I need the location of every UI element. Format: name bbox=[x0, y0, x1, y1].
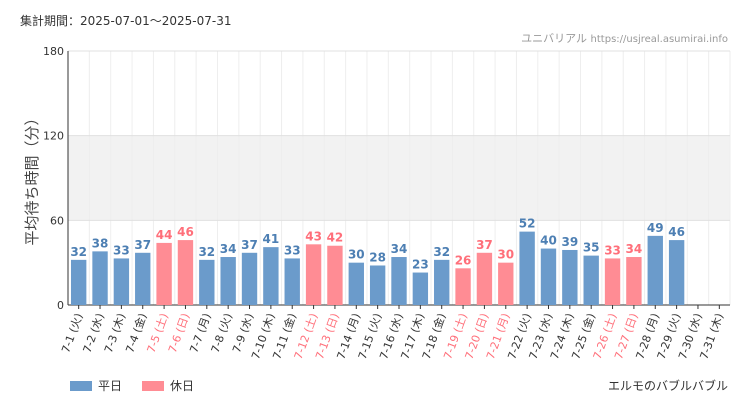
bar-value-label: 35 bbox=[583, 241, 600, 255]
bar-7-17 bbox=[412, 272, 429, 305]
bar-7-7 bbox=[199, 259, 215, 305]
bar-value-label: 37 bbox=[476, 238, 493, 252]
bar-value-label: 33 bbox=[284, 243, 301, 257]
bar-value-label: 32 bbox=[433, 245, 450, 259]
bar-value-label: 39 bbox=[561, 235, 578, 249]
bar-7-18 bbox=[434, 259, 450, 305]
highlight-band bbox=[68, 135, 730, 221]
bar-value-label: 26 bbox=[455, 253, 472, 267]
bar-value-label: 34 bbox=[626, 242, 643, 256]
legend-label-holiday: 休日 bbox=[170, 379, 195, 393]
bar-value-label: 32 bbox=[70, 245, 87, 259]
bar-value-label: 30 bbox=[348, 248, 365, 262]
legend-label-weekday: 平日 bbox=[98, 379, 123, 393]
bar-7-28 bbox=[647, 235, 663, 305]
bar-7-19 bbox=[455, 268, 471, 305]
legend-item-weekday: 平日 bbox=[70, 377, 122, 394]
bar-7-25 bbox=[583, 255, 599, 305]
legend: 平日 休日 bbox=[70, 377, 208, 394]
bar-7-8 bbox=[220, 257, 236, 305]
bar-7-9 bbox=[241, 252, 258, 305]
bar-7-11 bbox=[284, 258, 300, 305]
bar-value-label: 32 bbox=[198, 245, 215, 259]
bar-7-2 bbox=[92, 251, 108, 305]
legend-item-holiday: 休日 bbox=[142, 377, 194, 394]
bar-value-label: 34 bbox=[220, 242, 237, 256]
bar-7-27 bbox=[626, 257, 642, 305]
y-tick-label: 120 bbox=[43, 130, 64, 143]
bar-value-label: 23 bbox=[412, 258, 429, 272]
site-credit[interactable]: ユニバリアル https://usjreal.asumirai.info bbox=[521, 30, 728, 46]
bar-7-20 bbox=[476, 252, 493, 305]
bar-value-label: 30 bbox=[497, 248, 514, 262]
bar-7-15 bbox=[369, 265, 386, 305]
legend-swatch-holiday bbox=[142, 380, 165, 391]
bar-7-21 bbox=[498, 262, 514, 305]
bar-7-26 bbox=[604, 258, 621, 305]
bar-7-22 bbox=[519, 231, 535, 305]
bar-7-3 bbox=[113, 258, 130, 305]
bar-7-12 bbox=[305, 244, 322, 305]
bar-value-label: 28 bbox=[369, 250, 386, 264]
bar-7-10 bbox=[263, 247, 279, 305]
bar-value-label: 43 bbox=[305, 229, 322, 243]
credit-url[interactable]: https://usjreal.asumirai.info bbox=[590, 34, 728, 45]
bar-7-6 bbox=[177, 240, 194, 305]
attraction-name: エルモのバブルバブル bbox=[607, 379, 728, 393]
bar-value-label: 37 bbox=[241, 238, 258, 252]
bar-7-24 bbox=[562, 249, 578, 305]
bar-value-label: 41 bbox=[263, 232, 280, 246]
bar-value-label: 49 bbox=[647, 221, 664, 235]
bar-7-4 bbox=[135, 252, 151, 305]
bar-value-label: 33 bbox=[604, 243, 621, 257]
bar-value-label: 33 bbox=[113, 243, 130, 257]
bar-value-label: 38 bbox=[92, 236, 109, 250]
y-axis-label: 平均待ち時間（分） bbox=[23, 110, 41, 245]
bar-value-label: 44 bbox=[156, 228, 173, 242]
bar-7-29 bbox=[668, 240, 685, 305]
bar-7-1 bbox=[70, 259, 87, 305]
legend-swatch-weekday bbox=[70, 380, 92, 391]
bar-value-label: 40 bbox=[540, 234, 557, 248]
period-label: 集計期間：2025-07-01～2025-07-31 bbox=[20, 14, 232, 28]
bar-7-14 bbox=[348, 262, 364, 305]
bar-value-label: 52 bbox=[519, 217, 536, 231]
y-tick-label: 0 bbox=[57, 299, 64, 312]
bar-value-label: 46 bbox=[668, 225, 685, 239]
bar-value-label: 42 bbox=[327, 231, 344, 245]
bar-7-13 bbox=[327, 245, 343, 305]
y-tick-label: 180 bbox=[43, 45, 64, 58]
bar-7-23 bbox=[540, 248, 557, 305]
bar-7-5 bbox=[156, 242, 172, 305]
y-tick-label: 60 bbox=[50, 214, 64, 227]
bar-value-label: 37 bbox=[134, 238, 151, 252]
bar-7-16 bbox=[391, 257, 407, 305]
credit-name: ユニバリアル bbox=[521, 32, 588, 45]
bar-value-label: 34 bbox=[391, 242, 408, 256]
bar-value-label: 46 bbox=[177, 225, 194, 239]
